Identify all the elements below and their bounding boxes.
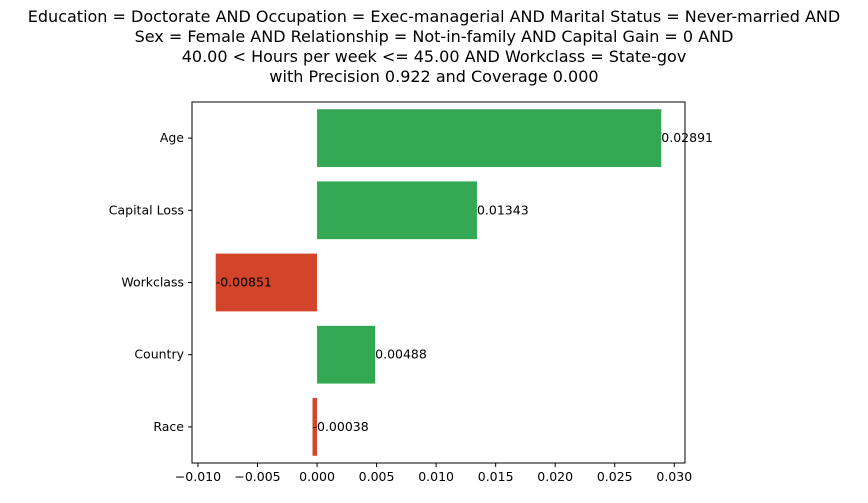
y-axis: Age Capital Loss Workclass Country Race [109, 130, 192, 434]
chart-title-line: with Precision 0.922 and Coverage 0.000 [269, 67, 598, 86]
data-labels: 0.02891 0.01343 -0.00851 0.00488 -0.00038 [216, 130, 713, 434]
data-label: 0.01343 [477, 202, 529, 217]
chart-title-line: Education = Doctorate AND Occupation = E… [28, 7, 840, 26]
x-axis: −0.010 −0.005 0.000 0.005 0.010 0.015 0.020 0.0… [175, 463, 692, 484]
data-label: 0.00488 [375, 347, 427, 362]
data-label: -0.00038 [313, 419, 369, 434]
x-tick-label: 0.020 [537, 469, 573, 484]
chart-title-line: Sex = Female AND Relationship = Not-in-f… [135, 27, 734, 46]
y-tick-label: Age [160, 130, 184, 145]
bars [215, 109, 662, 456]
x-tick-label: 0.005 [359, 469, 395, 484]
bar-country [317, 325, 376, 384]
x-tick-label: −0.010 [175, 469, 221, 484]
x-tick-label: 0.030 [656, 469, 692, 484]
x-tick-label: 0.010 [418, 469, 454, 484]
x-tick-label: 0.000 [299, 469, 335, 484]
chart-title-line: 40.00 < Hours per week <= 45.00 AND Work… [182, 47, 687, 66]
chart-title: Education = Doctorate AND Occupation = E… [28, 7, 840, 86]
y-tick-label: Country [134, 347, 184, 362]
data-label: 0.02891 [661, 130, 713, 145]
bar-age [317, 109, 662, 167]
x-tick-label: 0.025 [597, 469, 633, 484]
data-label: -0.00851 [216, 275, 272, 290]
y-tick-label: Workclass [121, 275, 184, 290]
x-tick-label: 0.015 [478, 469, 514, 484]
x-tick-label: −0.005 [234, 469, 280, 484]
bar-capital-loss [317, 181, 477, 240]
bar-race [312, 398, 318, 456]
bar-workclass [215, 253, 318, 312]
y-tick-label: Race [153, 419, 184, 434]
y-tick-label: Capital Loss [109, 202, 184, 217]
